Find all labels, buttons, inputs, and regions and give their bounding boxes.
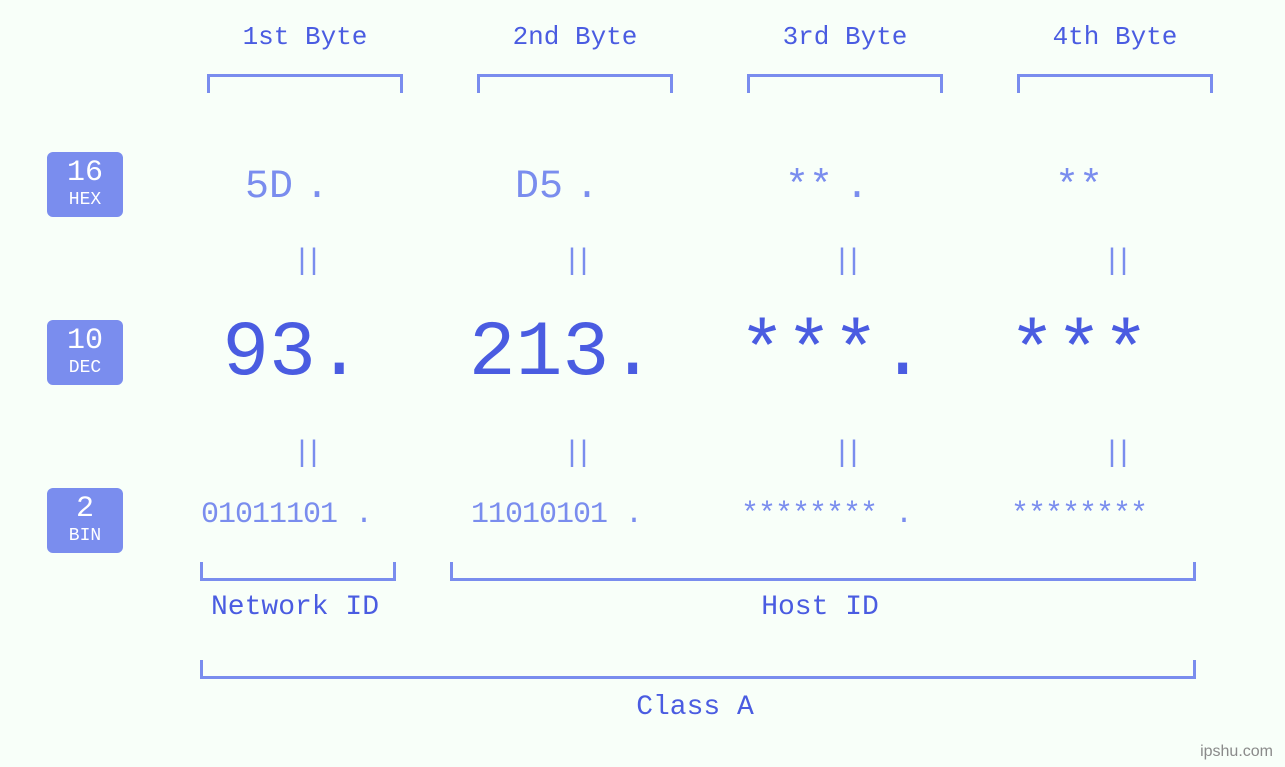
byte-header-2: 2nd Byte	[440, 22, 710, 52]
byte-header-1: 1st Byte	[170, 22, 440, 52]
byte-header-brackets	[170, 74, 1250, 93]
network-id-bracket	[200, 562, 396, 581]
dot: .	[293, 165, 329, 210]
dot: .	[879, 310, 915, 398]
base-badge-bin-lbl: BIN	[47, 524, 123, 549]
equals-icon: ||	[980, 437, 1250, 471]
host-id-bracket	[450, 562, 1196, 581]
equals-icon: ||	[710, 437, 980, 471]
equals-icon: ||	[440, 437, 710, 471]
byte-header-labels: 1st Byte 2nd Byte 3rd Byte 4th Byte	[170, 22, 1250, 52]
row-hex: 5D. D5. **. **.	[170, 165, 1250, 210]
dot: .	[563, 165, 599, 210]
dec-byte-3: ***	[739, 310, 879, 398]
base-badge-bin: 2 BIN	[47, 488, 123, 553]
class-bracket	[200, 660, 1196, 679]
bin-byte-3: ********	[741, 498, 877, 532]
row-dec: 93. 213. ***. ***.	[170, 310, 1250, 398]
base-badge-hex: 16 HEX	[47, 152, 123, 217]
bin-byte-2: 11010101	[471, 498, 607, 532]
byte-header-3: 3rd Byte	[710, 22, 980, 52]
row-bin: 01011101. 11010101. ********. ********.	[170, 498, 1250, 532]
watermark: ipshu.com	[1200, 743, 1273, 761]
byte-header-4: 4th Byte	[980, 22, 1250, 52]
equals-icon: ||	[710, 245, 980, 279]
base-badge-dec-lbl: DEC	[47, 356, 123, 381]
hex-byte-1: 5D	[245, 165, 293, 210]
bin-byte-4: ********	[1011, 498, 1147, 532]
dot: .	[877, 498, 913, 532]
dec-byte-2: 213	[469, 310, 609, 398]
class-label: Class A	[200, 692, 1190, 723]
equals-icon: ||	[440, 245, 710, 279]
equals-row-1: || || || ||	[170, 245, 1250, 279]
equals-icon: ||	[980, 245, 1250, 279]
dot: .	[609, 310, 645, 398]
dot: .	[607, 498, 643, 532]
dot: .	[337, 498, 373, 532]
base-badge-dec-num: 10	[47, 326, 123, 356]
hex-byte-4: **	[1055, 165, 1103, 210]
dec-byte-4: ***	[1009, 310, 1149, 398]
bin-byte-1: 01011101	[201, 498, 337, 532]
hex-byte-3: **	[785, 165, 833, 210]
dot: .	[833, 165, 869, 210]
base-badge-bin-num: 2	[47, 494, 123, 524]
network-id-label: Network ID	[200, 592, 390, 623]
hex-byte-2: D5	[515, 165, 563, 210]
base-badge-hex-num: 16	[47, 158, 123, 188]
equals-icon: ||	[170, 437, 440, 471]
equals-row-2: || || || ||	[170, 437, 1250, 471]
dec-byte-1: 93	[222, 310, 316, 398]
base-badge-hex-lbl: HEX	[47, 188, 123, 213]
host-id-label: Host ID	[450, 592, 1190, 623]
base-badge-dec: 10 DEC	[47, 320, 123, 385]
equals-icon: ||	[170, 245, 440, 279]
dot: .	[316, 310, 352, 398]
